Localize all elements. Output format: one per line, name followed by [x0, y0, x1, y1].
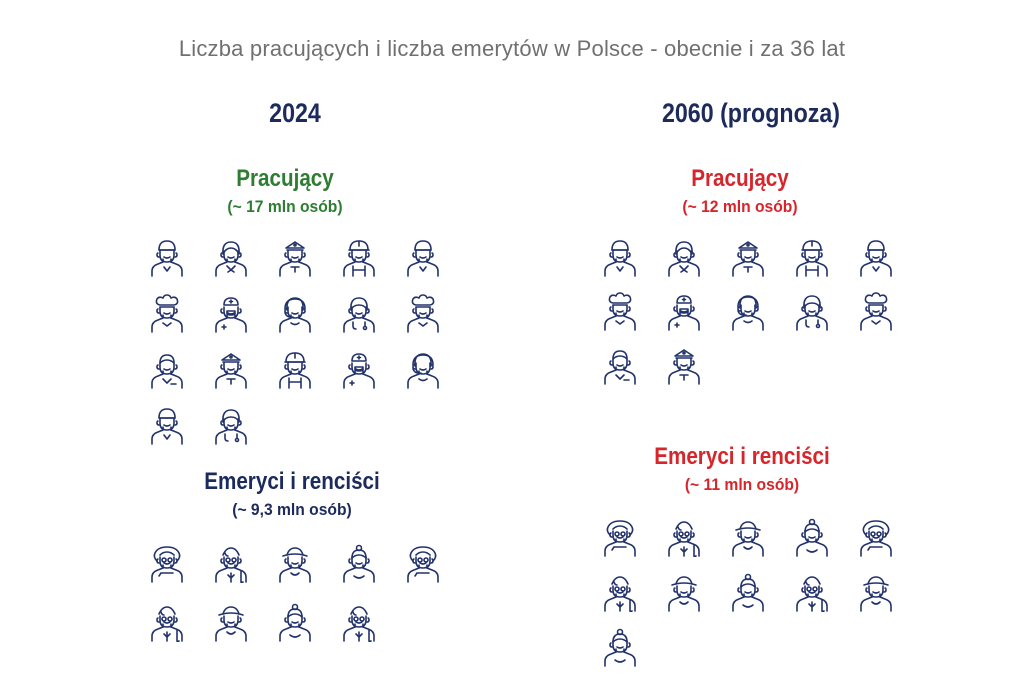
senior-hat-icon: [856, 572, 896, 612]
senior-bun-icon: [792, 517, 832, 557]
group-workers-2024-subtitle: (~ 17 mln osób): [227, 197, 343, 216]
worker-man-icon: [600, 345, 640, 385]
worker-police-icon: [664, 345, 704, 385]
senior-woman-icon: [147, 543, 187, 583]
senior-bun-icon: [728, 572, 768, 612]
worker-woman-icon: [664, 237, 704, 277]
group-workers-2024-title: Pracujący: [236, 165, 334, 192]
worker-helmet-icon: [275, 349, 315, 389]
year-2024-label: 2024: [269, 98, 321, 128]
worker-headset-icon: [403, 349, 443, 389]
senior-man-icon: [792, 572, 832, 612]
senior-bun-icon: [600, 627, 640, 667]
senior-bun-icon: [275, 602, 315, 642]
worker-nurse-icon: [211, 293, 251, 333]
senior-man-icon: [339, 602, 379, 642]
worker-helmet-icon: [792, 237, 832, 277]
worker-nurse-icon: [664, 291, 704, 331]
worker-chef-icon: [856, 291, 896, 331]
group-workers-2060-subtitle: (~ 12 mln osób): [682, 197, 798, 216]
worker-doctor-icon: [211, 405, 251, 445]
senior-hat-icon: [664, 572, 704, 612]
worker-police-icon: [728, 237, 768, 277]
worker-police-icon: [275, 237, 315, 277]
senior-hat-icon: [728, 517, 768, 557]
senior-hat-icon: [275, 543, 315, 583]
senior-man-icon: [600, 572, 640, 612]
group-retirees-2060-title: Emeryci i renciści: [654, 443, 830, 470]
group-retirees-2024-subtitle: (~ 9,3 mln osób): [232, 500, 352, 519]
group-workers-2060-title: Pracujący: [691, 165, 789, 192]
senior-woman-icon: [600, 517, 640, 557]
worker-cap-icon: [600, 237, 640, 277]
year-2060-label: 2060 (prognoza): [661, 98, 841, 128]
worker-cap-icon: [147, 405, 187, 445]
senior-man-icon: [147, 602, 187, 642]
senior-hat-icon: [211, 602, 251, 642]
senior-man-icon: [664, 517, 704, 557]
worker-nurse-icon: [339, 349, 379, 389]
group-retirees-2024-title: Emeryci i renciści: [204, 468, 380, 495]
worker-cap-icon: [403, 237, 443, 277]
worker-chef-icon: [600, 291, 640, 331]
worker-cap-icon: [856, 237, 896, 277]
senior-man-icon: [211, 543, 251, 583]
chart-title: Liczba pracujących i liczba emerytów w P…: [178, 36, 846, 61]
worker-headset-icon: [275, 293, 315, 333]
senior-woman-icon: [856, 517, 896, 557]
worker-doctor-icon: [792, 291, 832, 331]
worker-chef-icon: [403, 293, 443, 333]
group-retirees-2060-subtitle: (~ 11 mln osób): [684, 475, 800, 494]
worker-doctor-icon: [339, 293, 379, 333]
senior-woman-icon: [403, 543, 443, 583]
worker-police-icon: [211, 349, 251, 389]
worker-helmet-icon: [339, 237, 379, 277]
worker-headset-icon: [728, 291, 768, 331]
senior-bun-icon: [339, 543, 379, 583]
worker-woman-icon: [211, 237, 251, 277]
worker-man-icon: [147, 349, 187, 389]
worker-chef-icon: [147, 293, 187, 333]
worker-cap-icon: [147, 237, 187, 277]
